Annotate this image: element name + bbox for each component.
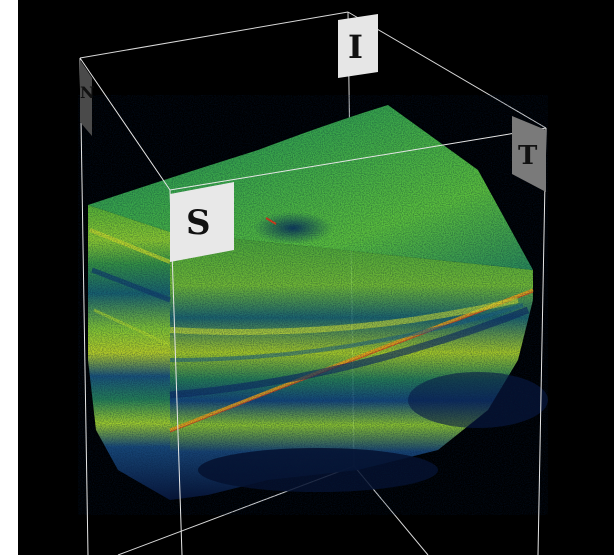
label-superior-text: S [186, 203, 211, 243]
oct-volume-viewport[interactable]: N I T S [18, 0, 614, 555]
label-superior: S [170, 182, 234, 262]
label-nasal: N [80, 60, 95, 136]
label-inferior-text: I [348, 28, 363, 66]
label-temporal: T [512, 116, 546, 192]
label-inferior: I [338, 14, 378, 78]
label-temporal-text: T [518, 141, 538, 171]
volume-render: N I T S [78, 11, 548, 555]
retina-volume [78, 95, 548, 515]
label-nasal-text: N [80, 83, 95, 102]
